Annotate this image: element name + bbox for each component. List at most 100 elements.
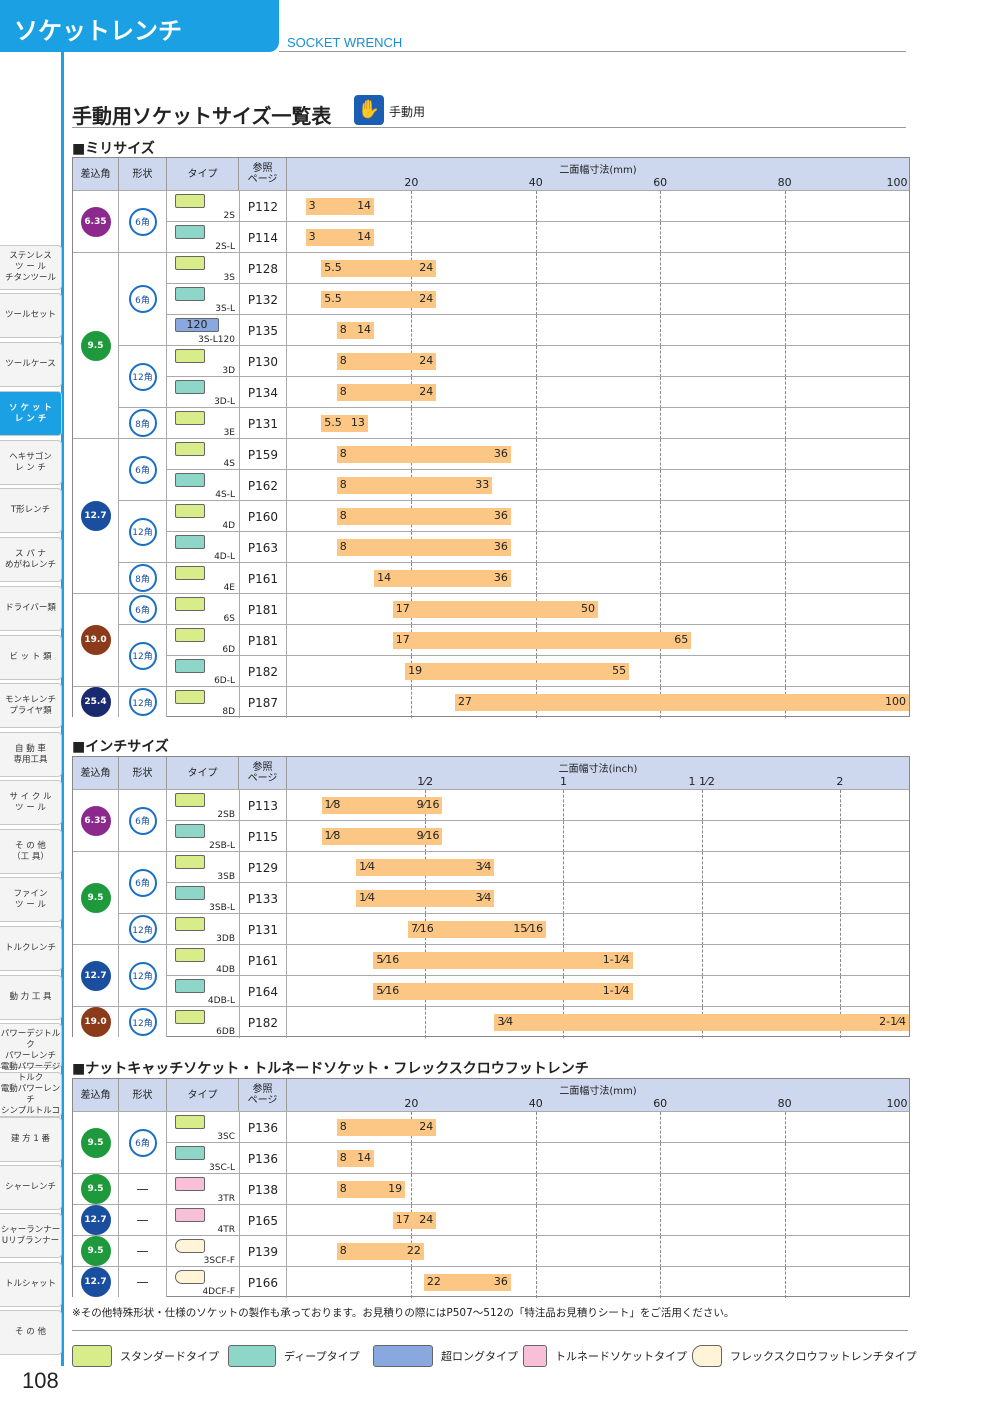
gridline <box>701 790 703 821</box>
range-min-label: 5⁄16 <box>376 953 400 966</box>
header-rule <box>279 51 906 52</box>
range-plot: 14 36 <box>287 563 909 594</box>
range-plot: 8 33 <box>287 470 909 501</box>
sidebar-tab[interactable]: サ イ ク ル ツ ー ル <box>0 780 62 825</box>
table-row: 4D P160 8 36 <box>73 500 909 532</box>
type-swatch <box>175 535 205 549</box>
drive-cell: 9.5 <box>73 851 119 944</box>
range-plot: 1⁄8 9⁄16 <box>287 821 909 852</box>
gridline <box>784 222 786 253</box>
type-swatch <box>175 1208 205 1222</box>
type-cell: 120 3S-L120 <box>167 315 239 346</box>
sidebar-tab[interactable]: ツールケース <box>0 342 62 387</box>
gridline <box>535 191 537 222</box>
type-swatch <box>175 566 205 580</box>
type-cell: 3SB-L <box>167 883 239 914</box>
shape-cell: 6角 <box>119 190 167 252</box>
sidebar-tab[interactable]: 建 方 1 番 <box>0 1117 62 1162</box>
range-bar: 8 19 <box>336 1181 406 1198</box>
shape-none: — <box>136 1213 149 1227</box>
sidebar-tab[interactable]: パワーデジトルク パワーレンチ <box>0 1023 62 1068</box>
gridline <box>784 346 786 377</box>
legend-swatch <box>692 1345 722 1367</box>
range-min-label: 1⁄8 <box>324 798 341 811</box>
type-swatch <box>175 256 205 270</box>
range-plot: 1⁄4 3⁄4 <box>287 883 909 914</box>
sidebar-tab[interactable]: ツールセット <box>0 293 62 338</box>
sidebar-tab[interactable]: ファイン ツ ー ル <box>0 877 62 922</box>
header-shape: 形状 <box>119 1079 167 1111</box>
axis-tick-label: 1 <box>559 775 567 788</box>
shape-badge: 6角 <box>128 595 157 623</box>
drive-cell: 9.5 <box>73 252 119 438</box>
sidebar-tab[interactable]: 自 動 車 専用工具 <box>0 732 62 777</box>
gridline <box>660 470 662 501</box>
ref-page: P164 <box>239 976 287 1007</box>
sidebar-tab[interactable]: T形レンチ <box>0 488 62 533</box>
ref-page: P165 <box>239 1205 287 1236</box>
type-label: 4DB <box>216 965 235 975</box>
range-plot: 5⁄16 1-1⁄4 <box>287 976 909 1007</box>
sidebar-tab[interactable]: トルクレンチ <box>0 926 62 971</box>
gridline <box>535 346 537 377</box>
type-cell: 4DB-L <box>167 976 239 1007</box>
shape-badge: 12角 <box>128 688 157 716</box>
drive-size-badge: 9.5 <box>80 1127 111 1158</box>
sidebar-tab[interactable]: 電動パワーデジトルク 電動パワーレンチ シンプルトルコン <box>0 1062 62 1127</box>
drive-cell: 12.7 <box>73 944 119 1006</box>
sidebar-tab[interactable]: ステンレス ツ ー ル チタンツール <box>0 245 62 290</box>
gridline <box>535 377 537 408</box>
sidebar-tab[interactable]: ドライバー類 <box>0 586 62 631</box>
range-min-label: 22 <box>426 1275 441 1288</box>
drive-size-badge: 19.0 <box>80 625 111 655</box>
sidebar-tab[interactable]: モンキレンチ プライヤ類 <box>0 683 62 728</box>
range-plot: 7⁄16 15⁄16 <box>287 914 909 945</box>
range-plot: 1⁄4 3⁄4 <box>287 852 909 883</box>
sidebar-tab[interactable]: シャーレンチ <box>0 1165 62 1210</box>
sidebar-tab-label: パワーデジトルク パワーレンチ <box>0 1029 61 1061</box>
gridline <box>784 284 786 315</box>
gridline <box>839 914 841 945</box>
type-label: 4DB-L <box>207 996 235 1006</box>
side-rule <box>61 52 64 1366</box>
table-row: 2SB-L P115 1⁄8 9⁄16 <box>73 820 909 852</box>
sidebar-tab-label: ステンレス ツ ー ル チタンツール <box>4 251 56 283</box>
range-plot: 17 65 <box>287 625 909 656</box>
shape-badge: 6角 <box>128 455 157 484</box>
gridline <box>784 563 786 594</box>
sidebar-tab[interactable]: 動 力 工 具 <box>0 975 62 1020</box>
type-swatch <box>175 855 205 869</box>
gridline <box>839 945 841 976</box>
sidebar-tab[interactable]: そ の 他 （工 具） <box>0 829 62 874</box>
range-bar: 1⁄8 9⁄16 <box>321 797 443 814</box>
type-swatch <box>175 194 205 208</box>
drive-cell: 12.7 <box>73 438 119 593</box>
header-shape: 形状 <box>119 158 167 190</box>
drive-cell: 25.4 <box>73 686 119 717</box>
sidebar-tab[interactable]: トルシャット <box>0 1262 62 1307</box>
range-bar: 8 14 <box>336 1150 375 1167</box>
gridline <box>839 852 841 883</box>
type-cell: 3SC-L <box>167 1143 239 1174</box>
gridline <box>535 315 537 346</box>
table-row: 120 3S-L120 P135 8 14 <box>73 314 909 346</box>
sidebar-tab[interactable]: ス パ ナ めがねレンチ <box>0 537 62 582</box>
gridline <box>535 1236 537 1267</box>
table-row: 3S-L P132 5.5 24 <box>73 283 909 315</box>
range-max-label: 24 <box>419 385 434 398</box>
sidebar-tab[interactable]: ヘキサゴン レ ン チ <box>0 440 62 485</box>
sidebar-tab[interactable]: シャーランナー Uリブランナー <box>0 1213 62 1258</box>
gridline <box>535 222 537 253</box>
range-plot: 8 24 <box>287 1112 909 1143</box>
type-cell: 4DCF-F <box>167 1267 239 1298</box>
drive-size-badge: 12.7 <box>80 501 111 531</box>
type-swatch <box>175 597 205 611</box>
drive-size-badge: 6.35 <box>80 206 111 237</box>
sidebar-tab[interactable]: ビ ッ ト 類 <box>0 635 62 680</box>
range-bar: 8 36 <box>336 539 511 556</box>
drive-size-badge: 9.5 <box>80 1174 111 1204</box>
range-min-label: 8 <box>339 1120 347 1133</box>
sidebar-tab[interactable]: ソ ケ ッ ト レ ン チ <box>0 391 62 436</box>
ref-page: P163 <box>239 532 287 563</box>
sidebar-tab[interactable]: そ の 他 <box>0 1310 62 1355</box>
